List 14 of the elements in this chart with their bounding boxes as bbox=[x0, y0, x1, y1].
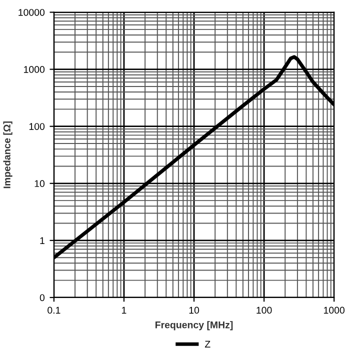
x-tick-label: 100 bbox=[256, 306, 272, 314]
x-tick-label: 0.1 bbox=[48, 306, 60, 314]
y-tick-label: 1000 bbox=[24, 66, 45, 73]
x-tick-label: 10 bbox=[189, 306, 200, 314]
y-tick-label: 1 bbox=[40, 237, 44, 244]
legend-label: Z bbox=[204, 340, 210, 348]
x-axis-title: Frequency [MHz] bbox=[156, 321, 233, 330]
y-tick-label: 100 bbox=[29, 123, 45, 130]
y-tick-label: 10000 bbox=[18, 8, 45, 16]
x-tick-label: 1 bbox=[122, 306, 126, 314]
y-axis-title: Impedance [Ω] bbox=[3, 122, 12, 188]
y-tick-label: 10 bbox=[34, 180, 45, 188]
x-tick-label: 1000 bbox=[324, 306, 345, 314]
y-tick-label: 0 bbox=[40, 294, 45, 302]
